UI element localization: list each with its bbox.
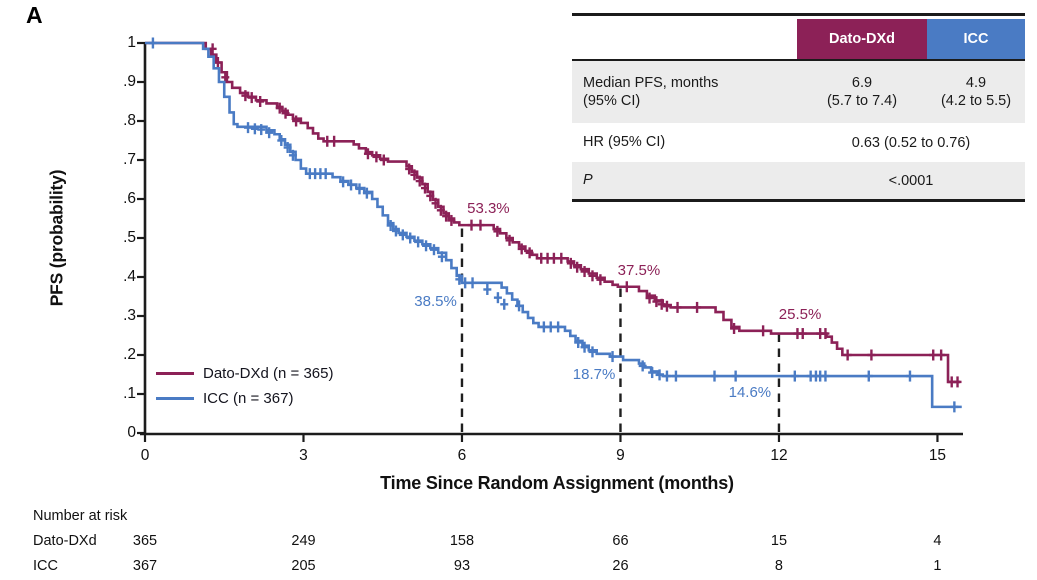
summary-row-hr: HR (95% CI) 0.63 (0.52 to 0.76) <box>572 123 1025 162</box>
p-label: P <box>583 172 593 189</box>
legend: Dato-DXd (n = 365) ICC (n = 367) <box>156 361 333 411</box>
risk-value: 249 <box>291 533 316 549</box>
summary-table-header: Dato-DXd ICC <box>572 16 1025 61</box>
risk-value: 93 <box>453 558 471 574</box>
risk-value: 1 <box>933 558 942 574</box>
risk-value: 365 <box>132 533 158 549</box>
summary-header-dato-dxd: Dato-DXd <box>797 19 927 59</box>
risk-value: 26 <box>612 558 629 574</box>
hr-label: HR (95% CI) <box>583 134 666 151</box>
y-tick-label: .9 <box>123 73 136 90</box>
x-tick-label: 9 <box>616 447 625 464</box>
y-tick-label: .3 <box>123 307 136 324</box>
legend-label: ICC (n = 367) <box>203 390 294 407</box>
legend-entry: Dato-DXd (n = 365) <box>156 361 333 386</box>
y-tick-label: 1 <box>127 34 136 51</box>
p-value: <.0001 <box>888 172 934 189</box>
summary-row-median-pfs: Median PFS, months (95% CI) 6.9 (5.7 to … <box>572 61 1025 123</box>
y-tick-label: 0 <box>127 424 136 441</box>
y-tick-label: .8 <box>123 112 136 129</box>
median-pfs-icc-value: 4.9 (4.2 to 5.5) <box>940 74 1012 109</box>
legend-label: Dato-DXd (n = 365) <box>203 365 334 382</box>
risk-row-label: ICC <box>33 558 58 574</box>
summary-row-p: P <.0001 <box>572 162 1025 199</box>
median-pfs-dato-value: 6.9 (5.7 to 7.4) <box>826 74 898 109</box>
panel-label: A <box>26 2 43 28</box>
risk-value: 4 <box>933 533 942 549</box>
risk-value: 158 <box>449 533 475 549</box>
summary-header-icc: ICC <box>927 19 1025 59</box>
risk-value: 367 <box>132 558 158 574</box>
legend-entry: ICC (n = 367) <box>156 386 333 411</box>
y-axis-title: PFS (probability) <box>46 169 67 307</box>
x-tick-label: 12 <box>770 447 788 464</box>
x-tick-label: 3 <box>299 447 308 464</box>
risk-table-title: Number at risk <box>33 508 128 524</box>
y-tick-label: .2 <box>123 346 136 363</box>
hr-value: 0.63 (0.52 to 0.76) <box>851 134 971 151</box>
pct-annotation: 18.7% <box>572 366 616 384</box>
x-tick-label: 0 <box>140 447 150 464</box>
y-tick-label: .1 <box>123 385 136 402</box>
y-tick-label: .6 <box>123 190 136 207</box>
x-axis-title: Time Since Random Assignment (months) <box>380 473 734 493</box>
pct-annotation: 53.3% <box>467 199 510 217</box>
y-tick-label: .4 <box>123 268 136 285</box>
legend-line-swatch <box>156 372 194 375</box>
y-tick-label: .7 <box>123 151 136 168</box>
summary-table: Dato-DXd ICC Median PFS, months (95% CI)… <box>572 13 1025 202</box>
pct-annotation: 14.6% <box>728 383 772 401</box>
risk-row-label: Dato-DXd <box>33 533 97 549</box>
risk-value: 66 <box>612 533 629 549</box>
x-tick-label: 6 <box>457 447 467 464</box>
risk-value: 8 <box>774 558 783 574</box>
pct-annotation: 25.5% <box>778 306 822 324</box>
legend-line-swatch <box>156 397 194 400</box>
risk-value: 205 <box>291 558 316 574</box>
pct-annotation: 38.5% <box>414 293 457 311</box>
median-pfs-label: Median PFS, months (95% CI) <box>583 74 719 109</box>
x-tick-label: 15 <box>928 447 947 464</box>
risk-value: 15 <box>770 533 788 549</box>
y-tick-label: .5 <box>123 229 136 246</box>
pct-annotation: 37.5% <box>617 262 661 280</box>
